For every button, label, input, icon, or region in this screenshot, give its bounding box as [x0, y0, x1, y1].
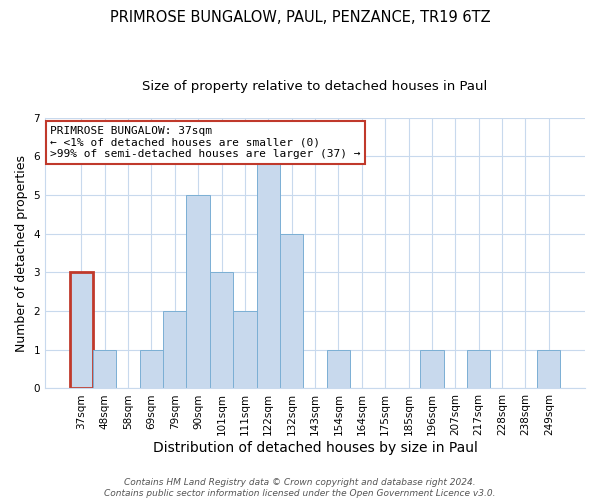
- X-axis label: Distribution of detached houses by size in Paul: Distribution of detached houses by size …: [152, 441, 478, 455]
- Bar: [233, 311, 257, 388]
- Bar: [420, 350, 443, 389]
- Bar: [537, 350, 560, 389]
- Title: Size of property relative to detached houses in Paul: Size of property relative to detached ho…: [142, 80, 488, 93]
- Bar: [327, 350, 350, 389]
- Bar: [70, 272, 93, 388]
- Bar: [140, 350, 163, 389]
- Y-axis label: Number of detached properties: Number of detached properties: [15, 154, 28, 352]
- Bar: [163, 311, 187, 388]
- Bar: [187, 195, 210, 388]
- Bar: [210, 272, 233, 388]
- Text: PRIMROSE BUNGALOW, PAUL, PENZANCE, TR19 6TZ: PRIMROSE BUNGALOW, PAUL, PENZANCE, TR19 …: [110, 10, 490, 25]
- Bar: [257, 156, 280, 388]
- Text: Contains HM Land Registry data © Crown copyright and database right 2024.
Contai: Contains HM Land Registry data © Crown c…: [104, 478, 496, 498]
- Text: PRIMROSE BUNGALOW: 37sqm
← <1% of detached houses are smaller (0)
>99% of semi-d: PRIMROSE BUNGALOW: 37sqm ← <1% of detach…: [50, 126, 361, 159]
- Bar: [93, 350, 116, 389]
- Bar: [467, 350, 490, 389]
- Bar: [280, 234, 304, 388]
